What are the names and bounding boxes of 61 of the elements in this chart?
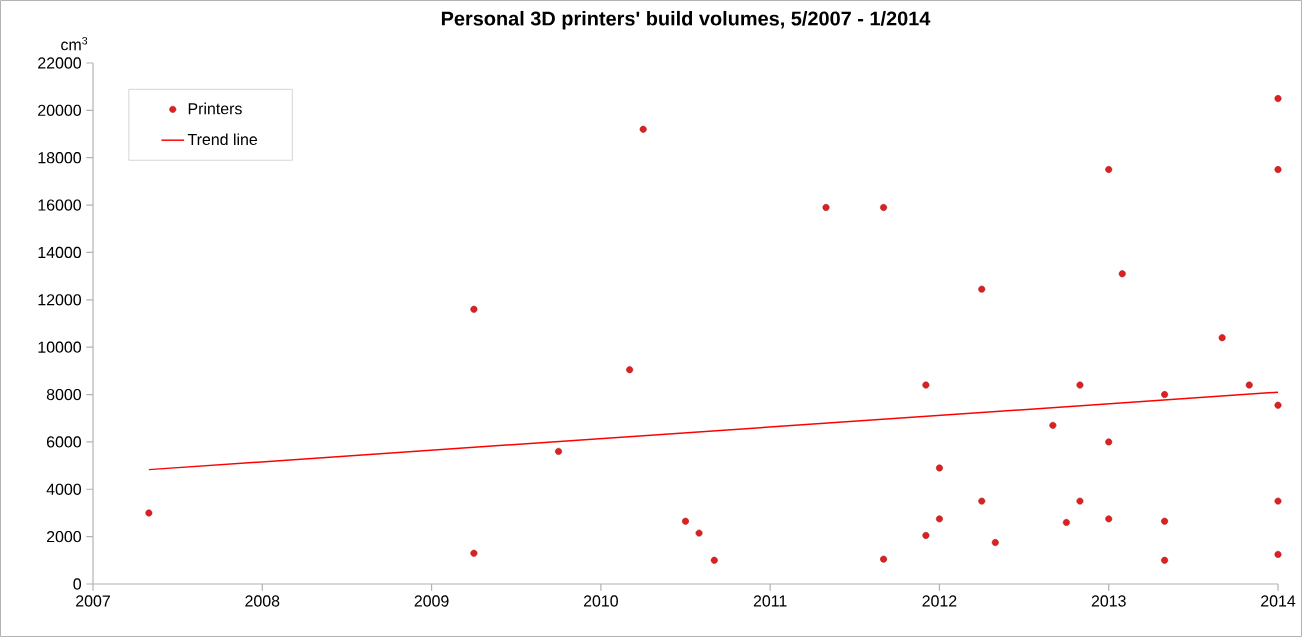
y-tick-label: 0 [73,578,82,590]
x-tick-label: 2010 [583,595,618,607]
point [682,517,689,525]
point [991,539,999,547]
point [978,497,986,505]
point [935,464,943,472]
y-tick-label: 20000 [38,104,82,116]
point [1274,166,1282,174]
x-tick-label: 2008 [245,595,280,607]
point [1274,401,1282,409]
point [1118,270,1126,278]
point [978,285,986,293]
point [1105,166,1113,174]
y-tick-label: 4000 [46,483,82,495]
y-tick-label: 10000 [38,341,82,353]
x-tick-label: 2012 [922,595,957,607]
y-tick-label: 14000 [38,246,82,259]
point [1161,391,1169,399]
point [626,366,634,374]
point [1076,497,1084,505]
point [1161,517,1169,525]
point [1218,334,1226,342]
point [1274,95,1282,102]
y-tick-label: 18000 [38,152,82,164]
point [1105,515,1113,523]
point [710,556,718,564]
x-tick-label: 2014 [1261,595,1296,607]
point [1161,556,1169,564]
point [880,555,888,563]
point [1274,497,1282,505]
point [880,203,888,211]
x-tick-label: 2013 [1091,595,1126,607]
legend-label: Printers [188,102,242,115]
point [145,509,153,517]
x-tick-label: 2011 [753,595,787,607]
y-tick-label: 12000 [38,294,82,306]
x-tick-label: 2007 [76,595,110,607]
point [1274,550,1282,558]
point [1076,381,1084,389]
point [470,549,478,557]
point [922,381,930,389]
point [1049,421,1057,429]
y-tick-label: 16000 [38,199,82,211]
y-tick-label: 2000 [46,531,82,543]
y-tick-label: 22000 [38,57,82,69]
legend-label: Trend line [187,133,258,146]
point [822,203,830,211]
point [639,125,647,133]
point [695,529,703,537]
y-axis-title: cm$^{3}$ [61,36,88,51]
point [470,305,478,313]
point [935,515,943,523]
point [1245,381,1253,389]
y-tick-label: 8000 [46,388,82,401]
point [1062,518,1070,526]
point [555,447,563,455]
x-tick-label: 2009 [414,595,449,607]
y-tick-label: 6000 [47,436,82,448]
point [922,531,930,539]
point [1105,438,1113,446]
chart-title: Personal 3D printers' build volumes, 5/2007 - 1/2014 [441,10,931,30]
